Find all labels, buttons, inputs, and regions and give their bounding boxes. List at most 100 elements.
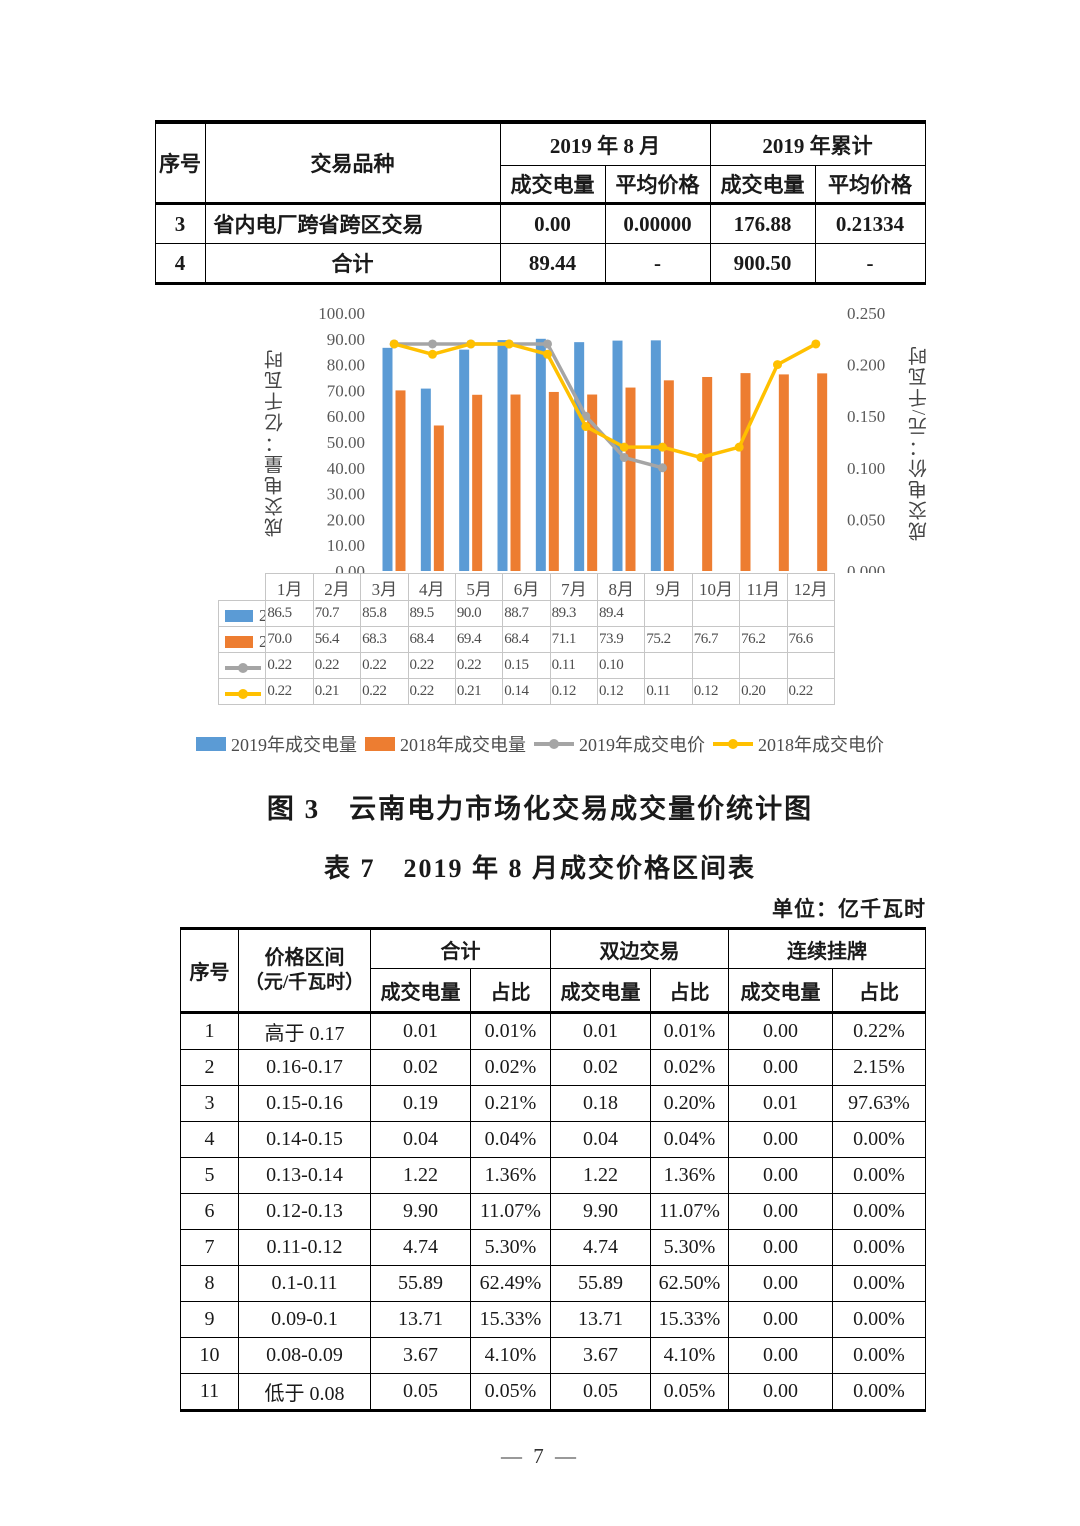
legend-item: 2018年成交电量 xyxy=(365,731,526,757)
share-cell: 0.00% xyxy=(832,1193,926,1230)
summary-header-row-1: 序号 交易品种 2019 年 8 月 2019 年累计 xyxy=(154,121,926,205)
price-table-row: 9 0.09-0.1 13.71 15.33% 13.71 15.33% 0.00 0.00% xyxy=(180,1301,926,1338)
series-label-cell: 2019年成交电价 xyxy=(217,652,267,679)
line-2018年成交电价 xyxy=(393,342,817,460)
month-cell: 5月 xyxy=(454,573,504,601)
price-table-row: 11 低于 0.08 0.05 0.05% 0.05 0.05% 0.00 0.00% xyxy=(180,1373,926,1411)
share-cell: 4.10% xyxy=(470,1337,551,1374)
month-cell: 1月 xyxy=(265,573,314,601)
left-axis-tick: 10.00 xyxy=(327,536,365,555)
col-group-continuous-listing: 连续挂牌 xyxy=(728,928,926,969)
left-axis-tick: 60.00 xyxy=(327,407,365,426)
price-table-row: 8 0.1-0.11 55.89 62.49% 55.89 62.50% 0.00 0.00% xyxy=(180,1265,926,1302)
summary-table-row: 3 省内电厂跨省跨区交易 0.00 0.00000 176.88 0.21334 xyxy=(154,203,926,244)
series-value-cell: 70.0 xyxy=(265,626,314,653)
trade-variety-cell: 省内电厂跨省跨区交易 xyxy=(204,203,501,244)
legend-marker-dot xyxy=(549,739,559,749)
series-value-cell: 89.5 xyxy=(407,600,456,627)
volume-cell: 4.74 xyxy=(370,1229,471,1266)
price-range-cell: 0.14-0.15 xyxy=(238,1121,371,1158)
series-value-cell: 86.5 xyxy=(265,600,314,627)
price-range-cell: 0.13-0.14 xyxy=(238,1157,371,1194)
share-cell: 0.00% xyxy=(832,1373,926,1411)
series-label: 2018年成交电量 xyxy=(259,632,265,651)
series-value-cell: 0.14 xyxy=(502,678,551,705)
share-cell: 0.00% xyxy=(832,1337,926,1374)
value-cell: 176.88 xyxy=(709,203,816,244)
bar-2018年成交电量 xyxy=(702,376,713,571)
seq-cell: 11 xyxy=(180,1373,239,1411)
series-value-cell: 0.20 xyxy=(739,678,788,705)
right-axis-tick: 0.000 xyxy=(847,562,885,573)
series-value-cell xyxy=(691,652,741,679)
price-range-cell: 0.15-0.16 xyxy=(238,1085,371,1122)
series-value-cell: 0.22 xyxy=(312,652,362,679)
share-cell: 0.02% xyxy=(470,1049,551,1086)
left-axis-tick: 90.00 xyxy=(327,330,365,349)
col-header-volume: 成交电量 xyxy=(728,968,833,1014)
price-table-row: 7 0.11-0.12 4.74 5.30% 4.74 5.30% 0.00 0.00% xyxy=(180,1229,926,1266)
legend-swatch-line xyxy=(225,688,261,700)
seq-cell: 2 xyxy=(180,1049,239,1086)
marker-2018年成交电价 xyxy=(389,339,399,349)
series-value-cell: 0.22 xyxy=(407,652,456,679)
price-range-line1: 价格区间 xyxy=(264,947,345,970)
series-value-cell: 75.2 xyxy=(644,626,693,653)
series-value-cell: 76.2 xyxy=(739,626,788,653)
col-header-volume: 成交电量 xyxy=(499,165,606,205)
series-value-cell: 76.6 xyxy=(786,626,835,653)
month-row: 1月 2月 3月 4月 5月 6月 7月 8月 9月 10月 11月 12月 xyxy=(219,573,835,601)
seq-cell: 4 xyxy=(154,243,206,284)
series-value-cell: 88.7 xyxy=(502,600,551,627)
share-cell: 97.63% xyxy=(832,1085,926,1122)
unit-label: 单位：亿千瓦时 xyxy=(772,897,926,921)
month-cell: 3月 xyxy=(360,573,409,601)
volume-cell: 4.74 xyxy=(550,1229,651,1266)
price-range-cell: 0.12-0.13 xyxy=(238,1193,371,1230)
volume-cell: 1.22 xyxy=(550,1157,651,1194)
price-range-cell: 0.11-0.12 xyxy=(238,1229,371,1266)
series-value-cell: 56.4 xyxy=(312,626,362,653)
legend-swatch-bar xyxy=(196,737,226,751)
bar-2019年成交电量 xyxy=(420,388,431,571)
volume-cell: 9.90 xyxy=(370,1193,471,1230)
chart-legend: 2019年成交电量 2018年成交电量 2019年成交电价 2018年成交电价 xyxy=(150,731,930,757)
price-table-row: 10 0.08-0.09 3.67 4.10% 3.67 4.10% 0.00 0.00% xyxy=(180,1337,926,1374)
volume-cell: 55.89 xyxy=(550,1265,651,1302)
price-table-row: 1 高于 0.17 0.01 0.01% 0.01 0.01% 0.00 0.22% xyxy=(180,1012,926,1050)
series-label: 2019年成交电量 xyxy=(259,606,265,625)
bar-2018年成交电量 xyxy=(433,425,444,571)
series-value-cell: 71.1 xyxy=(549,626,599,653)
summary-table: 序号 交易品种 2019 年 8 月 2019 年累计 成交电量 平均价格 成交… xyxy=(154,120,926,285)
price-table-row: 6 0.12-0.13 9.90 11.07% 9.90 11.07% 0.00 0.00% xyxy=(180,1193,926,1230)
series-value-cell: 0.22 xyxy=(407,678,456,705)
left-axis-tick: 30.00 xyxy=(327,485,365,504)
seq-cell: 6 xyxy=(180,1193,239,1230)
legend-swatch-bar xyxy=(225,610,253,622)
series-row: 2018年成交电量70.056.468.368.469.468.471.173.… xyxy=(217,626,835,653)
legend-swatch-line xyxy=(225,662,261,674)
series-value-cell: 0.15 xyxy=(502,652,551,679)
share-cell: 0.22% xyxy=(832,1012,926,1050)
figure-3-chart: 成交电量：亿千瓦时 成交电价：元/千瓦时 100.00 90.00 80.00 70.… xyxy=(150,301,930,757)
bar-2018年成交电量 xyxy=(395,390,406,571)
series-value-cell: 0.22 xyxy=(265,678,314,705)
marker-2018年成交电价 xyxy=(696,452,706,462)
month-cell: 9月 xyxy=(644,573,693,601)
volume-cell: 0.00 xyxy=(728,1373,833,1411)
value-cell: 89.44 xyxy=(499,243,606,284)
left-axis-tick: 40.00 xyxy=(327,459,365,478)
volume-cell: 13.71 xyxy=(370,1301,471,1338)
seq-cell: 10 xyxy=(180,1337,239,1374)
share-cell: 0.00% xyxy=(832,1121,926,1158)
series-value-cell: 70.7 xyxy=(312,600,362,627)
series-value-cell: 0.21 xyxy=(454,678,504,705)
col-header-price-range: 价格区间 （元/千瓦时） xyxy=(238,928,371,1014)
series-value-cell xyxy=(739,652,788,679)
share-cell: 0.05% xyxy=(470,1373,551,1411)
right-axis-tick: 0.150 xyxy=(847,407,885,426)
series-value-cell: 89.4 xyxy=(596,600,646,627)
price-table-row: 3 0.15-0.16 0.19 0.21% 0.18 0.20% 0.01 97.63% xyxy=(180,1085,926,1122)
